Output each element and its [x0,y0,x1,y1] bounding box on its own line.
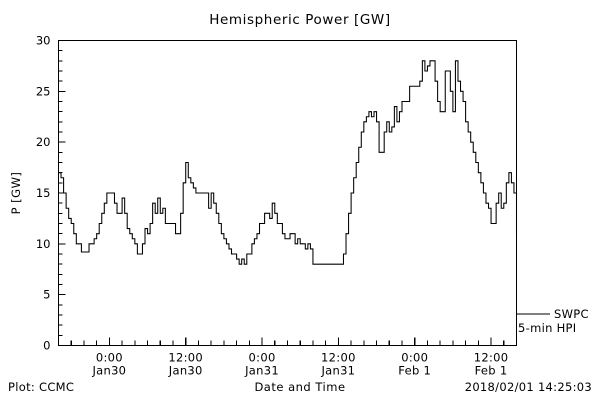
series-swpc-5min-hpi [58,60,518,265]
y-axis-label: P [GW] [9,172,23,215]
x-tick-label-date: Feb 1 [398,364,431,378]
x-tick-label-date: Jan30 [168,364,203,378]
x-tick-label-date: Jan30 [91,364,126,378]
legend-label-line1: SWPC [554,307,589,321]
x-tick-label-date: Jan31 [320,364,355,378]
y-tick-label: 30 [36,34,51,48]
plot-frame [57,39,518,347]
x-tick-label-time: 12:00 [321,351,356,365]
data-series-layer [58,60,518,265]
x-tick-label-time: 0:00 [96,351,123,365]
x-tick-label-time: 12:00 [474,351,509,365]
x-axis-label: Date and Time [254,380,345,394]
x-tick-label-time: 12:00 [168,351,203,365]
y-tick-label: 25 [36,84,51,98]
y-tick-label: 20 [36,135,51,149]
chart-legend: SWPC 5-min HPI [517,307,589,335]
footer-timestamp: 2018/02/01 14:25:03 [465,380,592,394]
x-tick-label-date: Jan31 [244,364,279,378]
chart-title: Hemispheric Power [GW] [209,12,391,28]
x-tick-label-time: 0:00 [249,351,276,365]
y-tick-label: 10 [36,237,51,251]
legend-label-line2: 5-min HPI [518,321,576,335]
y-tick-label: 15 [36,186,51,200]
x-axis-ticks: 0:00Jan3012:00Jan300:00Jan3112:00Jan310:… [57,337,518,378]
x-tick-label-time: 0:00 [401,351,428,365]
y-axis-ticks: 0 5 10 15 20 25 30 [36,34,66,353]
y-tick-label: 0 [43,339,50,353]
footer-plot-credit: Plot: CCMC [8,380,74,394]
y-tick-label: 5 [43,288,50,302]
x-tick-label-date: Feb 1 [475,364,508,378]
